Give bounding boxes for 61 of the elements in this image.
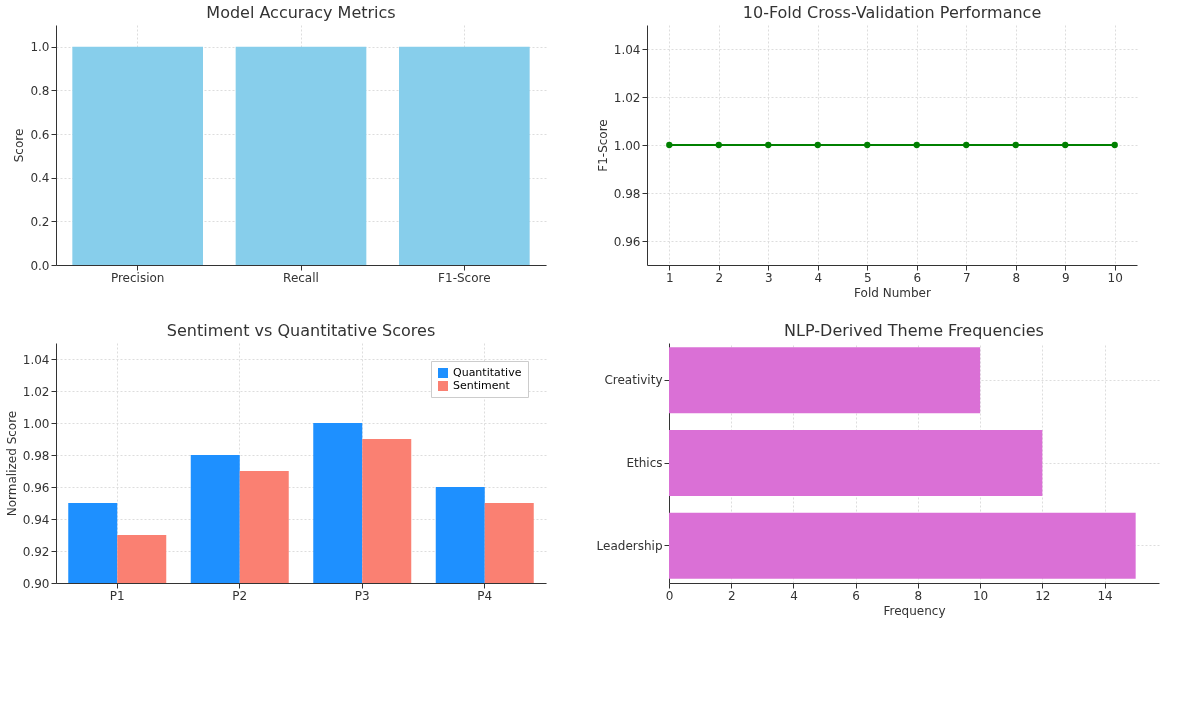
y-tick-label: 0.96 <box>613 234 641 249</box>
legend-label: Quantitative <box>453 366 522 379</box>
x-tick-label: 6 <box>852 588 860 603</box>
y-tick-label: 0.90 <box>22 576 50 591</box>
x-tick-label: P1 <box>109 588 125 603</box>
x-tick-label: P2 <box>232 588 248 603</box>
x-tick-label: 2 <box>727 588 736 603</box>
bar <box>669 512 1136 579</box>
y-tick-label: 0.6 <box>30 127 50 142</box>
chart-title: Model Accuracy Metrics <box>206 3 396 22</box>
x-tick-label: P4 <box>477 588 493 603</box>
y-tick-label: 0.92 <box>22 544 50 559</box>
y-tick-label: 0.96 <box>22 480 50 495</box>
y-tick-label: 0.98 <box>613 186 641 201</box>
chart-title: 10-Fold Cross-Validation Performance <box>742 3 1042 22</box>
y-tick-label: 1.00 <box>22 416 50 431</box>
y-tick-label: 1.00 <box>613 138 641 153</box>
x-axis-title: Frequency <box>883 603 946 618</box>
legend-label: Sentiment <box>453 379 511 392</box>
y-tick-label: 0.8 <box>30 83 50 98</box>
x-tick-label: 4 <box>814 270 823 285</box>
x-tick-label: 5 <box>863 270 872 285</box>
x-tick-label: 6 <box>913 270 922 285</box>
x-tick-label: 0 <box>665 588 674 603</box>
x-tick-label: 7 <box>962 270 971 285</box>
y-axis-title: Score <box>12 128 27 163</box>
chart-title: Sentiment vs Quantitative Scores <box>166 321 436 340</box>
bar <box>669 347 981 414</box>
x-axis-title: Fold Number <box>854 285 931 300</box>
y-tick-label: Leadership <box>596 538 663 553</box>
x-tick-label: F1-Score <box>438 270 491 285</box>
bar <box>669 429 1043 497</box>
x-tick-label: 3 <box>764 270 773 285</box>
x-tick-label: 8 <box>914 588 923 603</box>
y-tick-label: 0.2 <box>30 214 50 229</box>
y-axis-title: Normalized Score <box>4 410 19 517</box>
y-tick-label: Creativity <box>604 373 663 388</box>
y-tick-label: 0.94 <box>22 512 50 527</box>
x-tick-label: P3 <box>354 588 370 603</box>
x-tick-label: 4 <box>790 588 798 603</box>
x-tick-label: 10 <box>972 588 989 603</box>
chart-title: NLP-Derived Theme Frequencies <box>784 321 1044 340</box>
x-tick-label: 12 <box>1035 588 1051 603</box>
y-tick-label: 1.04 <box>613 42 641 57</box>
y-axis-title: F1-Score <box>595 119 610 172</box>
x-tick-label: 1 <box>665 270 674 285</box>
y-tick-label: 0.4 <box>30 171 50 186</box>
y-tick-label: Ethics <box>626 456 663 470</box>
y-tick-label: 1.02 <box>22 384 50 399</box>
x-tick-label: 2 <box>715 270 724 285</box>
x-tick-label: 14 <box>1097 588 1113 603</box>
x-tick-label: Precision <box>110 270 165 285</box>
x-tick-label: Recall <box>283 270 319 285</box>
x-tick-label: 9 <box>1061 270 1070 285</box>
y-tick-label: 0.0 <box>30 258 50 273</box>
x-tick-label: 10 <box>1107 270 1123 285</box>
y-tick-label: 1.02 <box>613 90 641 105</box>
y-tick-label: 1.0 <box>30 40 50 55</box>
y-tick-label: 0.98 <box>22 448 50 463</box>
y-tick-label: 1.04 <box>22 352 50 367</box>
x-tick-label: 8 <box>1012 270 1021 285</box>
